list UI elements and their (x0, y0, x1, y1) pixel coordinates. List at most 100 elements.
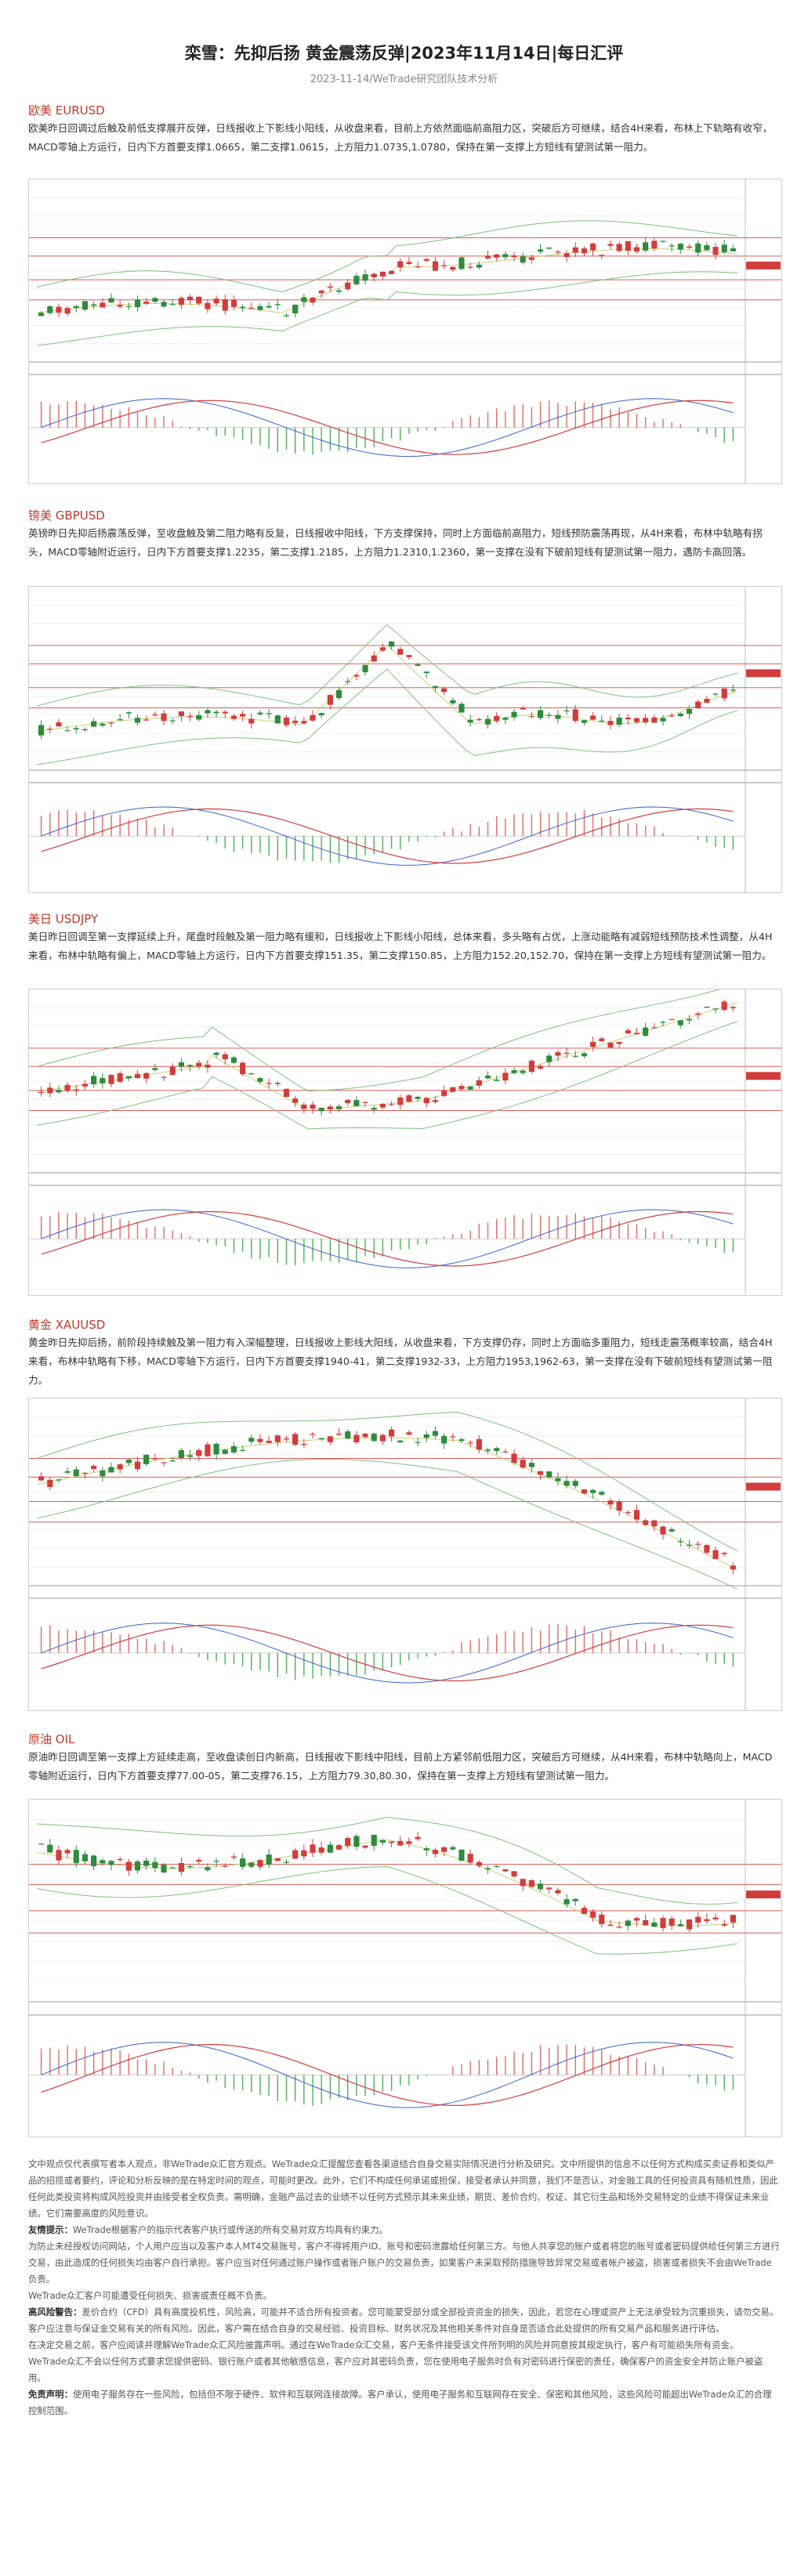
candle-body (292, 1850, 299, 1859)
candle-body (484, 1868, 491, 1870)
candle-body (590, 243, 596, 251)
candle-body (379, 1840, 386, 1843)
candle-body (643, 1520, 649, 1525)
candle-body (563, 1899, 570, 1905)
candle-body (371, 1834, 377, 1846)
candle-body (695, 1543, 701, 1545)
candle-body (371, 655, 377, 662)
candle-body (397, 649, 404, 655)
candle-body (555, 1478, 561, 1482)
candle-body (476, 1080, 482, 1086)
candle-body (196, 1062, 202, 1067)
candle-body (677, 1924, 683, 1927)
candle-body (125, 1459, 132, 1463)
candle-body (108, 298, 114, 303)
candle-body (406, 1841, 412, 1844)
candle-body (240, 1062, 246, 1075)
candle-body (152, 1068, 158, 1070)
candle-body (213, 1052, 219, 1055)
candle-body (125, 1861, 132, 1871)
candle-body (415, 1097, 421, 1099)
candle-body (187, 715, 194, 717)
candle-body (56, 306, 62, 313)
candle-body (134, 1461, 141, 1470)
band-upper (36, 220, 738, 293)
candle-body (695, 701, 701, 708)
candle-body (117, 305, 123, 307)
candle-body (353, 276, 360, 284)
candle-body (47, 1479, 53, 1488)
candle-body (196, 1860, 202, 1862)
candle-body (581, 720, 588, 723)
candle-body (389, 270, 395, 274)
price-marker (746, 1482, 781, 1491)
candle-body (730, 1915, 736, 1923)
candle-body (415, 664, 421, 666)
candle-body (651, 1922, 658, 1927)
candle-body (546, 1055, 553, 1062)
candle-body (712, 1917, 719, 1919)
disclaimer-p3: 为防止未经授权访问网站，个人用户应当以及客户本人MT4交易账号，客户不得将用户I… (28, 2241, 780, 2285)
candle-body (660, 718, 666, 722)
candle-body (318, 290, 324, 294)
candle-body (415, 1836, 421, 1840)
candle-body (484, 255, 491, 259)
candle-body (82, 1084, 89, 1087)
macd-line (41, 398, 734, 458)
candle-body (616, 1041, 622, 1044)
candle-body (230, 715, 237, 719)
candle-body (467, 1854, 473, 1863)
candle-body (205, 710, 211, 714)
candle-body (450, 1436, 456, 1438)
macd-signal-line (41, 400, 734, 455)
candle-body (187, 1065, 194, 1067)
candle-body (651, 1027, 658, 1029)
candle-body (222, 711, 228, 714)
candle-body (117, 1073, 123, 1082)
candle-body (143, 1073, 150, 1079)
candle-body (161, 302, 167, 307)
disclaimer-text-tip: WeTrade根据客户的指示代表客户执行或传送的所有交易对双方均具有约束力。 (72, 2224, 388, 2235)
band-lower (36, 1865, 738, 1955)
candle-body (56, 1850, 62, 1861)
candle-body (240, 306, 246, 309)
disclaimer-text-risk: 差价合约（CFD）具有高度投机性，风险高，可能并不适合所有投资者。您可能蒙受部分… (82, 2306, 779, 2317)
candle-body (248, 718, 255, 724)
chart-background (29, 990, 781, 1295)
candle-body (82, 729, 89, 731)
disclaimer-p6: 客户应注意与保证金交易有关的所有风险。因此，客户需在结合自身的交易经验、投资目标… (28, 2323, 725, 2334)
candle-body (73, 1469, 79, 1476)
candle-body (590, 1489, 596, 1493)
candle-body (643, 242, 649, 251)
candle-body (274, 1435, 281, 1442)
candle-body (555, 251, 561, 253)
macd-line (41, 806, 734, 866)
candle-body (64, 730, 71, 732)
candle-body (643, 718, 649, 723)
candle-body (423, 1434, 429, 1438)
candle-body (152, 1861, 158, 1869)
candle-body (599, 1492, 605, 1495)
candle-body (599, 720, 605, 722)
candle-body (125, 712, 132, 714)
candle-body (721, 1552, 727, 1554)
candle-body (274, 715, 281, 724)
band-lower (36, 1021, 738, 1130)
candle-body (406, 262, 412, 265)
candle-body (721, 1001, 727, 1011)
candle-body (205, 1064, 211, 1068)
candle-body (441, 1436, 447, 1444)
candle-body (292, 720, 299, 723)
macd-signal-line (41, 808, 734, 864)
candle-body (161, 1076, 167, 1078)
candle-body (712, 247, 719, 255)
candle-body (730, 689, 736, 691)
candle-body (353, 1435, 360, 1442)
candle-body (100, 723, 106, 726)
candle-body (415, 1442, 421, 1443)
candle-body (494, 715, 500, 722)
candle-body (310, 1104, 316, 1109)
candle-body (91, 721, 97, 727)
candle-body (82, 1472, 89, 1474)
candle-body (441, 265, 447, 266)
